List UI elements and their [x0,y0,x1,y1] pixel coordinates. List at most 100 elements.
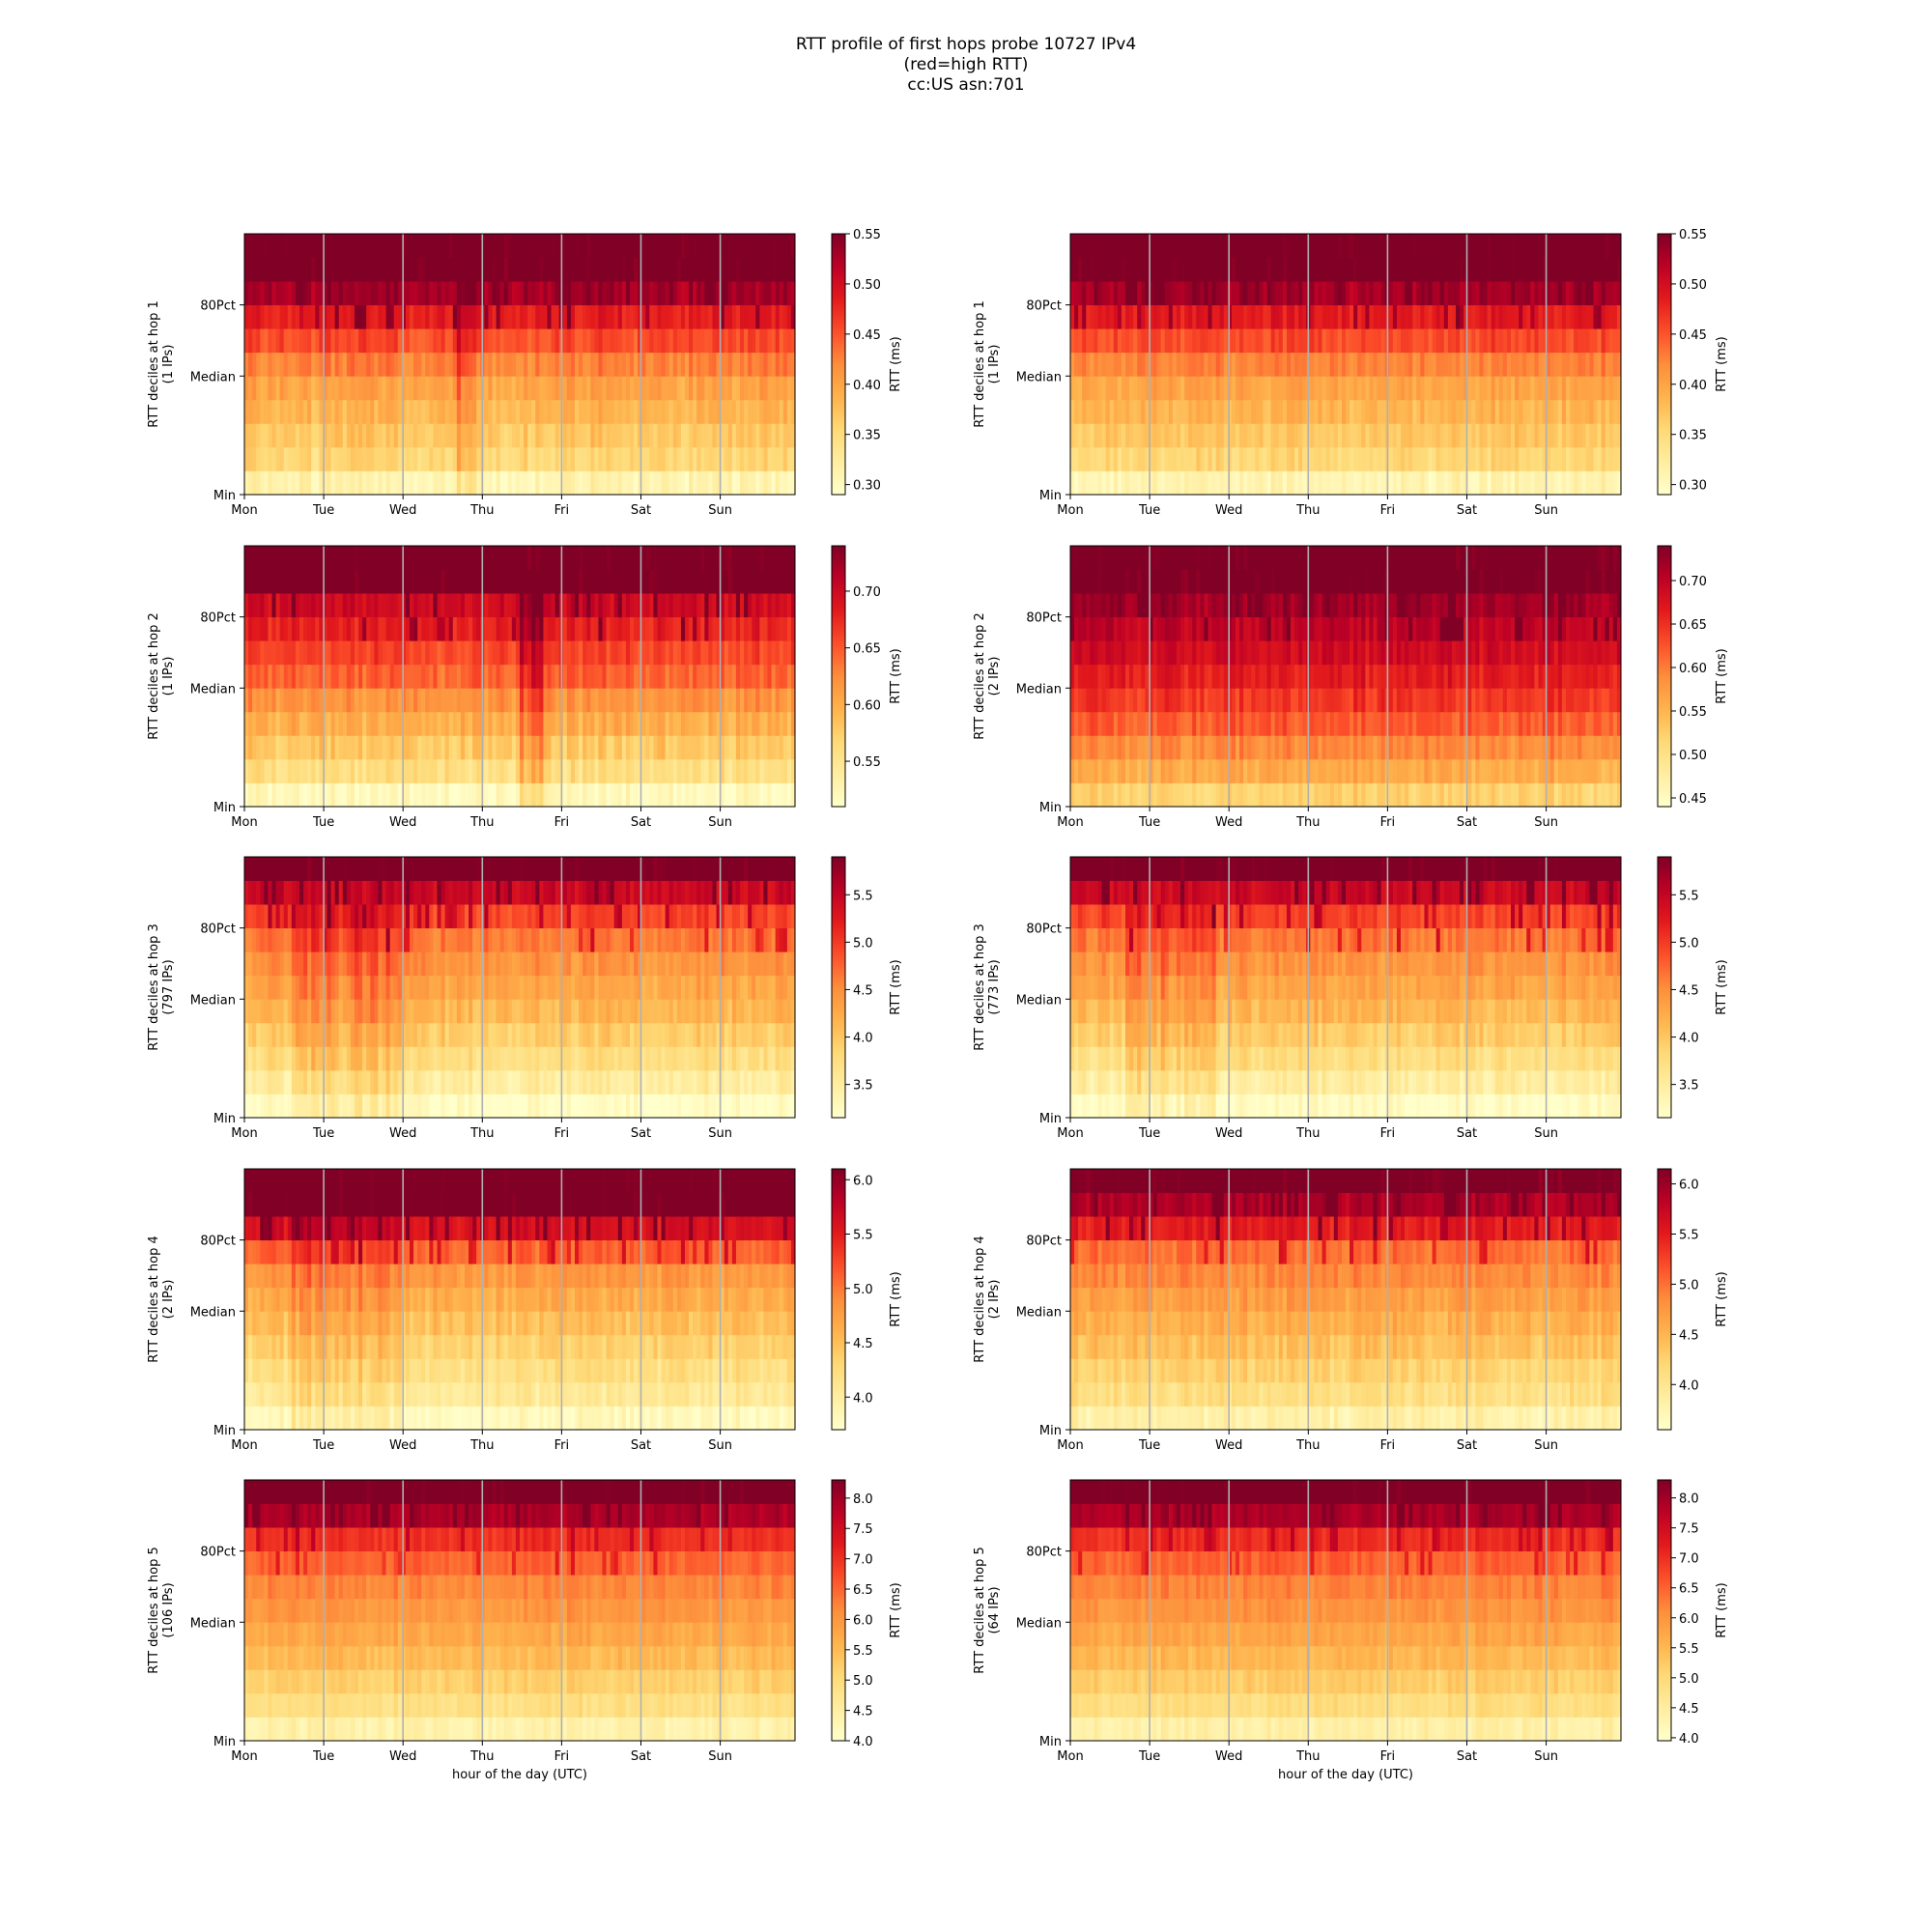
heatmap-cell [603,447,607,471]
heatmap-cell [429,665,433,689]
heatmap-cell [539,423,543,447]
heatmap-cell [531,234,535,258]
heatmap-cell [299,447,303,471]
heatmap-cell [1177,353,1180,377]
heatmap-cell [1094,617,1097,641]
heatmap-cell [728,617,732,641]
heatmap-cell [260,712,264,736]
heatmap-cell [488,546,492,570]
heatmap-cell [787,759,791,783]
heatmap-cell [1224,328,1228,353]
heatmap-cell [590,258,594,282]
heatmap-cell [1070,234,1074,258]
heatmap-cell [700,305,704,329]
heatmap-cell [1251,281,1255,305]
heatmap-cell [1283,234,1287,258]
heatmap-cell [649,423,653,447]
heatmap-cell [1475,305,1479,329]
heatmap-cell [1106,281,1110,305]
heatmap-cell [622,617,626,641]
heatmap-cell [1094,546,1097,570]
heatmap-cell [586,400,590,424]
x-tick-label: Wed [1215,503,1242,518]
heatmap-cell [461,400,465,424]
heatmap-cell [268,400,271,424]
heatmap-cell [1074,470,1078,495]
heatmap-cell [327,712,331,736]
heatmap-cell [1129,328,1133,353]
heatmap-cell [567,328,571,353]
heatmap-cell [673,593,677,617]
heatmap-cell [594,328,598,353]
heatmap-cell [1511,234,1515,258]
heatmap-cell [552,376,555,400]
heatmap-cell [472,353,476,377]
heatmap-cell [1216,258,1220,282]
heatmap-cell [590,782,594,807]
heatmap-cell [315,423,319,447]
heatmap-cell [696,617,700,641]
heatmap-cell [276,234,280,258]
heatmap-cell [594,305,598,329]
heatmap-cell [1342,376,1346,400]
heatmap-cell [469,258,472,282]
heatmap-cell [611,759,614,783]
heatmap-cell [614,258,618,282]
colorbar-tick-label: 0.65 [853,642,881,657]
heatmap-cell [618,376,622,400]
heatmap-cell [457,782,461,807]
heatmap-cell [1460,305,1463,329]
heatmap-cell [1408,353,1412,377]
heatmap-cell [1412,281,1416,305]
heatmap-cell [1412,376,1416,400]
heatmap-cell [1267,400,1271,424]
heatmap-cell [493,593,497,617]
heatmap-cell [783,281,787,305]
heatmap-cell [390,470,394,495]
heatmap-cell [441,400,445,424]
heatmap-cell [1424,376,1428,400]
heatmap-cell [1212,423,1216,447]
heatmap-cell [744,759,748,783]
heatmap-cell [472,305,476,329]
heatmap-cell [1539,234,1543,258]
heatmap-cell [398,782,402,807]
heatmap-cell [303,570,307,594]
heatmap-cell [669,376,673,400]
heatmap-cell [457,759,461,783]
heatmap-cell [508,281,512,305]
heatmap-cell [611,423,614,447]
heatmap-cell [1550,305,1554,329]
heatmap-cell [552,328,555,353]
heatmap-cell [386,353,390,377]
heatmap-cell [1153,712,1157,736]
heatmap-cell [673,328,677,353]
heatmap-cell [1397,447,1401,471]
heatmap-cell [780,688,783,712]
heatmap-cell [552,570,555,594]
heatmap-cell [724,759,728,783]
heatmap-cell [649,447,653,471]
heatmap-cell [607,665,611,689]
heatmap-cell [677,281,681,305]
heatmap-cell [555,712,559,736]
heatmap-cell [303,782,307,807]
heatmap-cell [1098,735,1102,759]
heatmap-cell [1129,712,1133,736]
heatmap-cell [1444,447,1448,471]
heatmap-cell [1405,353,1408,377]
heatmap-cell [563,665,567,689]
heatmap-cell [740,665,744,689]
heatmap-cell [378,688,382,712]
heatmap-cell [488,617,492,641]
heatmap-cell [1420,447,1424,471]
heatmap-cell [780,470,783,495]
heatmap-cell [669,688,673,712]
heatmap-cell [1177,328,1180,353]
heatmap-cell [618,617,622,641]
heatmap-cell [1365,376,1369,400]
heatmap-cell [366,234,370,258]
heatmap-cell [685,688,689,712]
heatmap-cell [1361,400,1365,424]
heatmap-cell [763,546,767,570]
